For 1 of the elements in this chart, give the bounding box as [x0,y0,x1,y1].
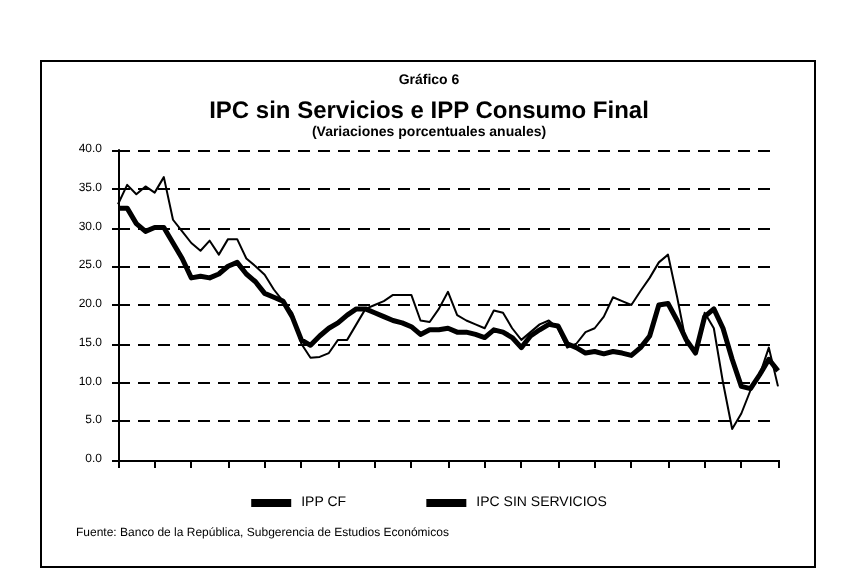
chart-title: IPC sin Servicios e IPP Consumo Final [209,96,649,124]
